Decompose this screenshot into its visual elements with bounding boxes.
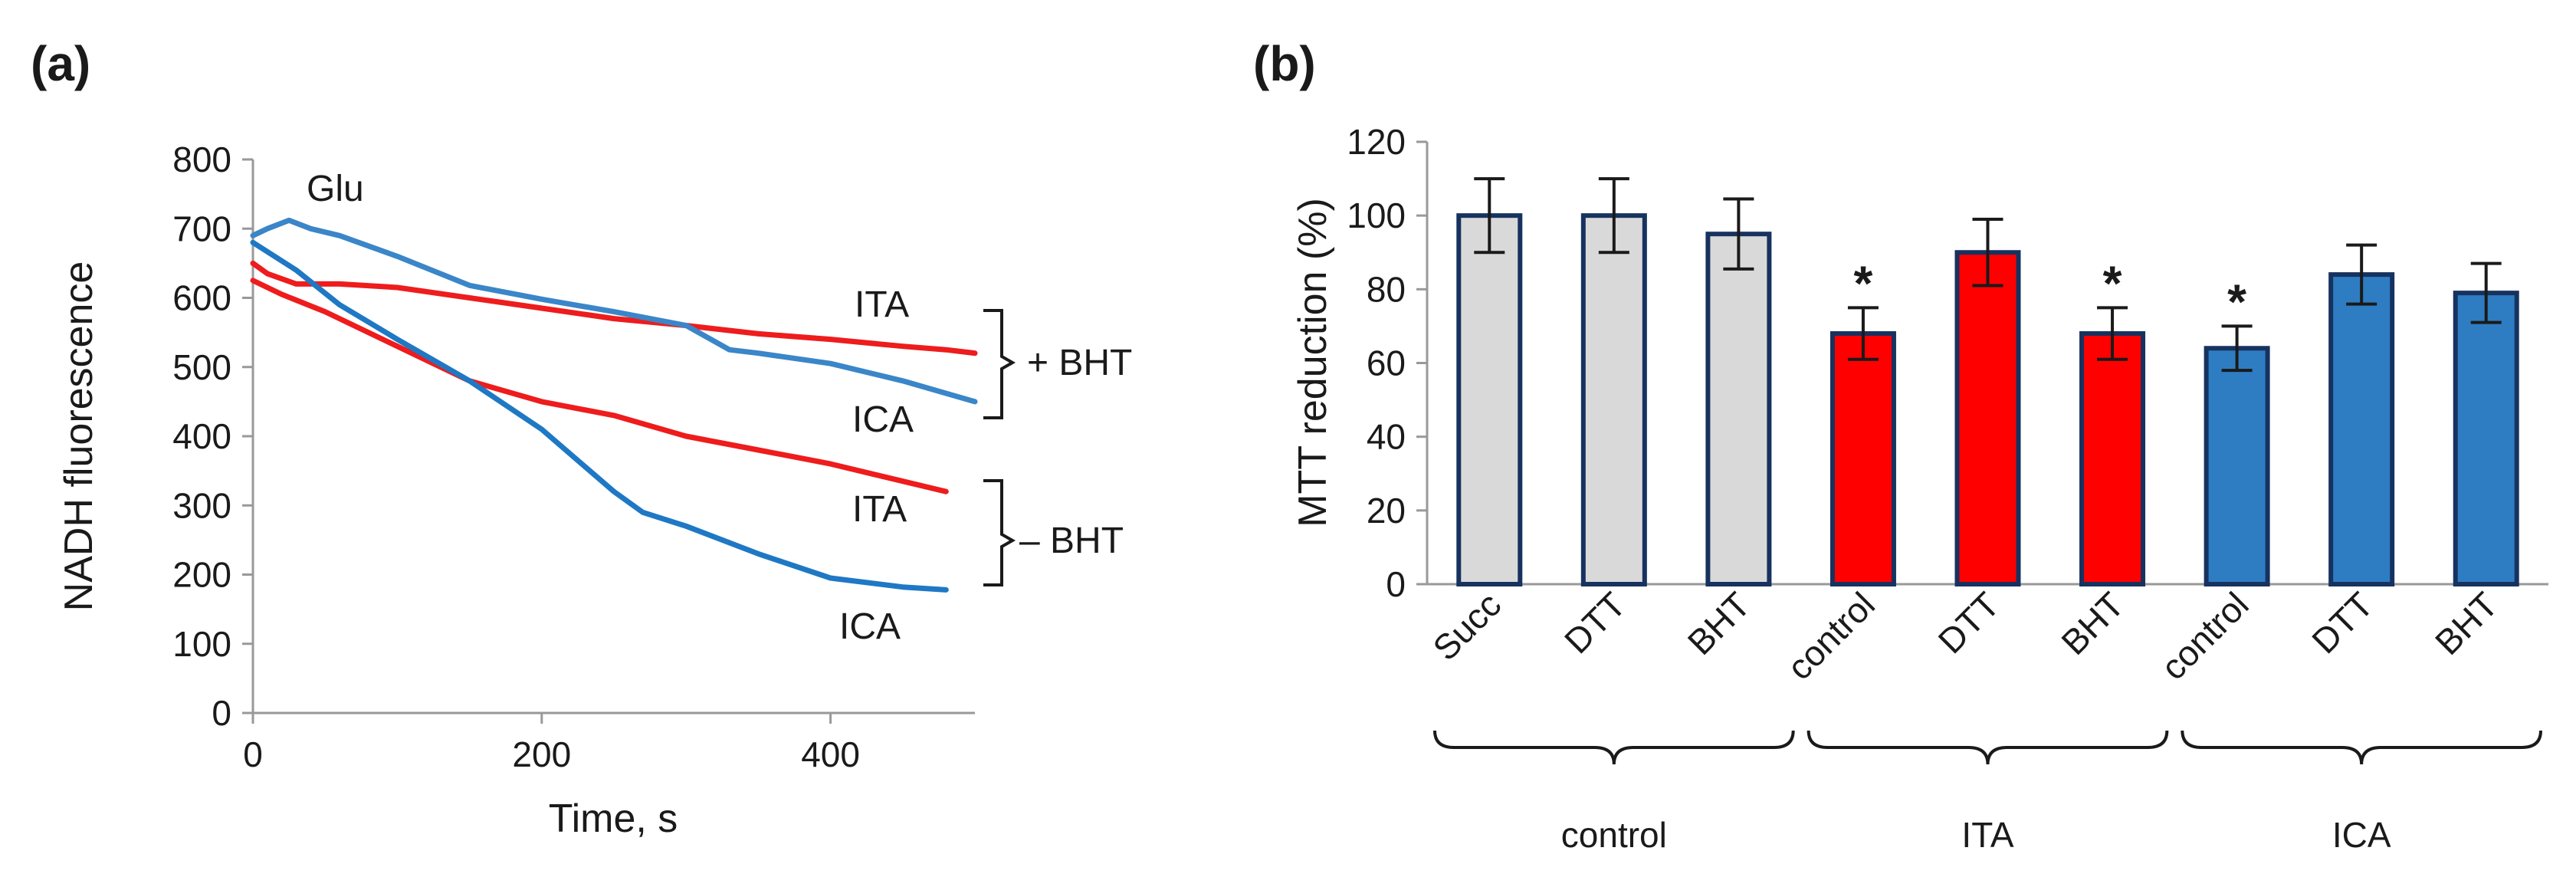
panel-b-y-axis-title: MTT reduction (%) <box>1291 198 1335 527</box>
category-label: control <box>2153 584 2256 687</box>
panel-a-y-tick-label: 600 <box>172 278 231 318</box>
panel-b-label: (b) <box>1253 36 1316 91</box>
panel-a-y-tick-label: 200 <box>172 555 231 595</box>
bar-5 <box>2079 331 2146 586</box>
group-bracket <box>1433 730 1795 765</box>
panel-a-line-chart: (a) 0 100 200 300 400 500 600 700 800 0 200 400 NA… <box>31 36 1132 841</box>
series-line-ita-minus-bht <box>250 278 949 494</box>
series-line-ica-plus-bht <box>250 217 978 405</box>
group-bracket <box>2181 730 2542 765</box>
panel-a-y-tick-label: 100 <box>172 624 231 664</box>
panel-a-y-tick-label: 700 <box>172 209 231 248</box>
panel-a-x-tick-label: 200 <box>512 734 571 774</box>
bar-3 <box>1829 331 1896 586</box>
bar-6 <box>2204 346 2270 586</box>
panel-b-y-tick-label: 40 <box>1367 417 1406 457</box>
bar-7 <box>2328 272 2395 586</box>
panel-b-y-tick-label: 60 <box>1367 343 1406 383</box>
line-label-ica-minus-bht: ICA <box>839 606 901 647</box>
panel-b-y-tick-label: 20 <box>1367 491 1406 531</box>
category-label: Succ <box>1425 584 1508 668</box>
line-label-ita-minus-bht: ITA <box>852 489 907 530</box>
category-label: BHT <box>2427 584 2505 662</box>
bar-2 <box>1705 232 1772 586</box>
line-label-ita-plus-bht: ITA <box>855 284 909 325</box>
minus-bht-bracket <box>983 479 1016 586</box>
panel-a-y-axis-title: NADH fluorescence <box>57 261 101 612</box>
panel-a-y-tick-label: 800 <box>172 140 231 179</box>
panel-b-y-tick-label: 120 <box>1347 122 1406 162</box>
group-bracket <box>1806 730 2169 765</box>
panel-b-y-tick-label: 100 <box>1347 195 1406 235</box>
bar-0 <box>1456 213 1523 586</box>
plus-bht-bracket <box>983 309 1016 419</box>
plus-bht-label: + BHT <box>1027 343 1132 383</box>
bar-8 <box>2453 291 2519 586</box>
group-label: ITA <box>1961 815 2013 855</box>
bar-1 <box>1580 213 1647 586</box>
panel-a-x-ticks: 0 200 400 <box>243 713 860 774</box>
significance-star: * <box>1853 255 1872 310</box>
minus-bht-label: – BHT <box>1019 521 1124 561</box>
category-label: BHT <box>2053 584 2131 662</box>
category-label: DTT <box>2304 584 2381 661</box>
panel-b-y-tick-label: 0 <box>1386 564 1406 604</box>
category-label: BHT <box>1680 584 1758 662</box>
panel-a-y-tick-label: 300 <box>172 485 231 525</box>
category-label: DTT <box>1557 584 1633 661</box>
series-line-ita-plus-bht <box>250 260 978 356</box>
line-label-ica-plus-bht: ICA <box>852 399 914 440</box>
panel-a-label: (a) <box>31 36 90 91</box>
panel-a-y-tick-label: 400 <box>172 416 231 456</box>
panel-a-x-tick-label: 0 <box>243 734 263 774</box>
panel-a-y-tick-label: 500 <box>172 347 231 387</box>
panel-a-y-tick-label: 0 <box>212 693 231 733</box>
glu-annotation: Glu <box>307 169 364 209</box>
category-label: control <box>1780 584 1882 687</box>
panel-b-y-tick-label: 80 <box>1367 269 1406 309</box>
panel-a-x-tick-label: 400 <box>801 734 860 774</box>
series-line-ica-minus-bht <box>250 239 949 593</box>
significance-star: * <box>2103 255 2122 310</box>
bar-4 <box>1954 250 2021 586</box>
panel-b-bars: Succ DTT BHT * control DTT * BHT * control DTT BHT <box>1425 177 2519 688</box>
panel-b-groups: control ITA ICA <box>1433 730 2542 855</box>
panel-a-y-ticks: 0 100 200 300 400 500 600 700 800 <box>172 140 253 733</box>
significance-star: * <box>2227 274 2246 329</box>
panel-a-x-axis-title: Time, s <box>549 797 678 841</box>
category-label: DTT <box>1931 584 2007 661</box>
group-label: ICA <box>2332 815 2391 855</box>
panel-a-series <box>250 217 978 593</box>
panel-b-bar-chart: (b) 0 20 40 60 80 100 120 Succ DTT BHT * control DT… <box>1253 36 2548 855</box>
group-label: control <box>1561 815 1667 855</box>
panel-b-y-ticks: 0 20 40 60 80 100 120 <box>1347 122 1427 604</box>
